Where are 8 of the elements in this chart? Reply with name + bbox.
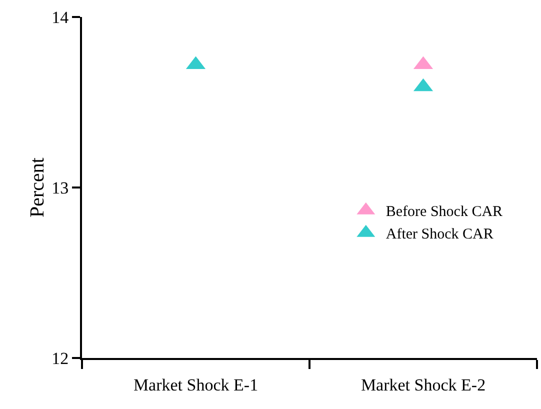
x-tick-label: Market Shock E-2 [360, 375, 486, 394]
legend-label: Before Shock CAR [386, 204, 503, 220]
y-axis-title: Percent [26, 157, 49, 218]
y-tick-label: 13 [52, 178, 69, 198]
x-tick-label: Market Shock E-1 [133, 375, 258, 394]
y-tick-label: 14 [52, 8, 70, 27]
y-tick-label: 12 [52, 348, 69, 368]
legend-label: After Shock CAR [386, 226, 494, 243]
